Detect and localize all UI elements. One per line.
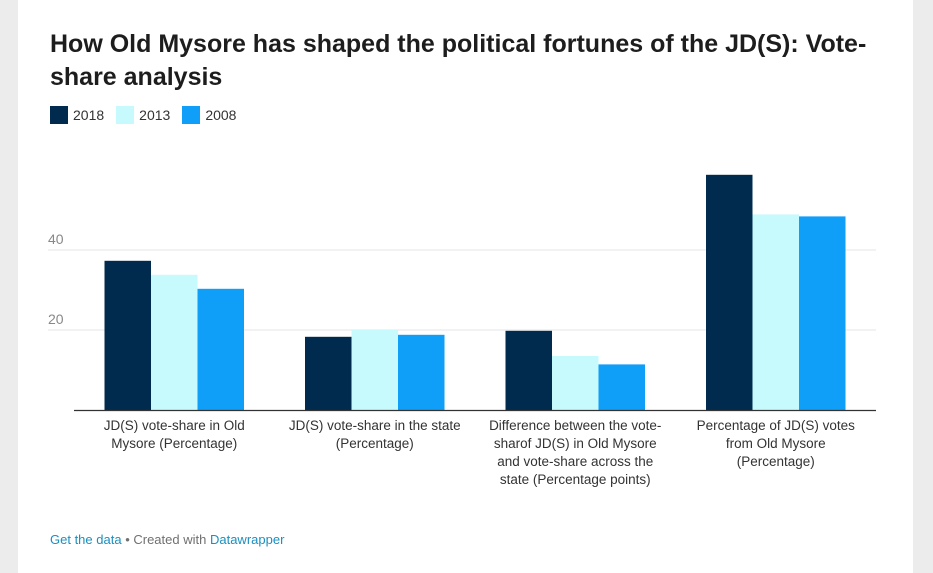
bar-2018-cat4 — [706, 174, 753, 410]
get-data-link[interactable]: Get the data — [50, 532, 122, 547]
bar-2013-cat1 — [151, 274, 198, 410]
bar-2008-cat4 — [799, 216, 846, 410]
x-category-label: JD(S) vote-share in the state (Percentag… — [288, 418, 461, 451]
x-category-label: Percentage of JD(S) votes from Old Mysor… — [696, 418, 855, 469]
legend-swatch-2008 — [182, 106, 201, 124]
chart-footer: Get the data • Created with Datawrapper — [50, 532, 284, 547]
bar-2008-cat1 — [197, 288, 244, 410]
legend-swatch-2013 — [116, 106, 135, 124]
legend-item-2013: 2013 — [116, 106, 170, 124]
bar-2008-cat3 — [598, 364, 645, 410]
datawrapper-link[interactable]: Datawrapper — [209, 532, 285, 547]
x-category-label: Difference between the vote-sharof JD(S)… — [489, 418, 662, 487]
chart-title: How Old Mysore has shaped the political … — [50, 30, 867, 91]
legend-label-2018: 2018 — [73, 107, 105, 123]
legend-label-2008: 2008 — [205, 107, 237, 123]
bar-2013-cat4 — [752, 214, 799, 410]
legend-item-2008: 2008 — [182, 106, 236, 124]
x-category-label: JD(S) vote-share in Old Mysore (Percenta… — [103, 418, 245, 451]
legend-swatch-2018 — [50, 106, 68, 124]
bar-2018-cat2 — [305, 336, 352, 410]
created-with-text: • Created with — [125, 532, 207, 547]
bar-2018-cat3 — [505, 330, 552, 410]
legend-item-2018: 2018 — [50, 106, 104, 124]
bar-2013-cat3 — [552, 356, 599, 410]
y-tick-label: 20 — [48, 311, 64, 327]
bar-2008-cat2 — [398, 334, 445, 410]
chart-card: How Old Mysore has shaped the political … — [18, 0, 913, 573]
legend-label-2013: 2013 — [139, 107, 171, 123]
bar-2018-cat1 — [104, 260, 151, 410]
legend: 2018 2013 2008 — [50, 105, 236, 125]
bar-2013-cat2 — [351, 330, 398, 410]
y-tick-label: 40 — [48, 231, 64, 247]
